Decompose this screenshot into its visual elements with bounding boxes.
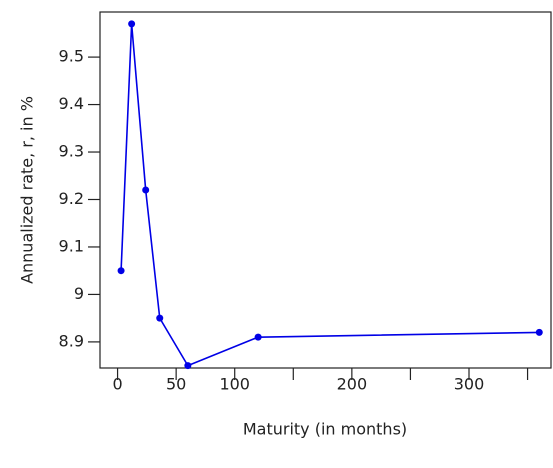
point	[254, 333, 262, 341]
point	[117, 267, 125, 275]
x-axis-label: Maturity (in months)	[243, 420, 407, 439]
point	[128, 20, 136, 28]
x-tick-label: 0	[112, 375, 122, 394]
y-tick-label: 9.1	[59, 236, 84, 255]
series-line	[120, 23, 540, 367]
y-tick-label: 9.5	[59, 47, 84, 66]
y-axis-label: Annualized rate, r, in %	[18, 96, 37, 284]
x-tick-label: 100	[219, 375, 250, 394]
point	[535, 328, 543, 336]
y-tick-label: 9.3	[59, 142, 84, 161]
point	[156, 314, 164, 322]
y-tick-label: 9.2	[59, 189, 84, 208]
plot-frame	[99, 11, 552, 369]
x-tick-label: 50	[166, 375, 186, 394]
y-tick-label: 9.4	[59, 94, 84, 113]
x-tick-label: 300	[454, 375, 485, 394]
point	[184, 362, 192, 370]
point	[142, 186, 150, 194]
y-tick-label: 9	[74, 284, 84, 303]
x-tick-label: 200	[337, 375, 368, 394]
y-tick-label: 8.9	[59, 331, 84, 350]
